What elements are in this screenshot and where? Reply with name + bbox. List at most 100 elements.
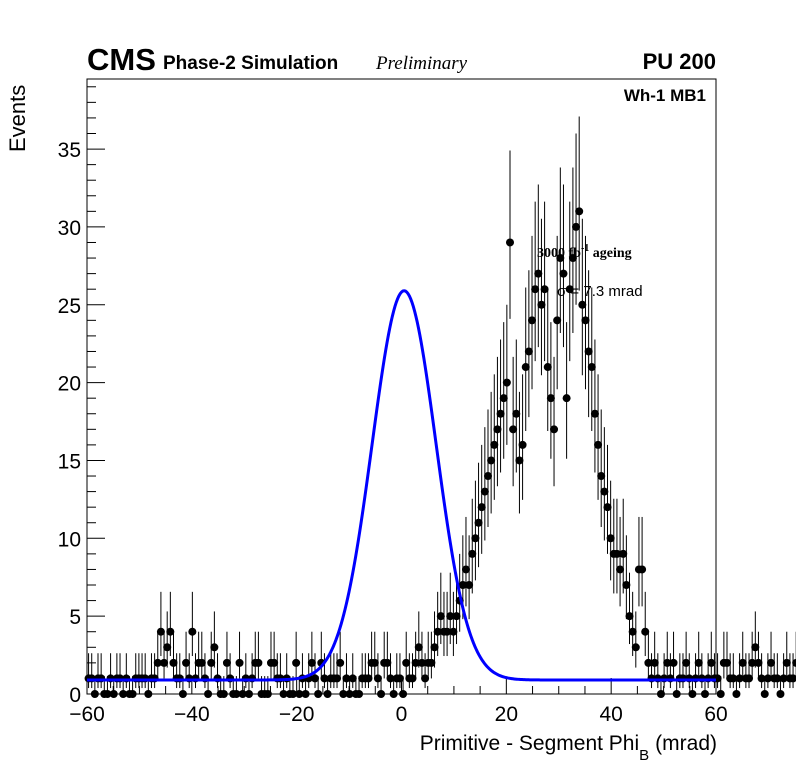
data-point <box>776 690 785 698</box>
data-point <box>471 534 480 543</box>
y-axis-title: Events <box>5 85 30 152</box>
data-point <box>90 690 99 698</box>
data-point <box>524 347 533 356</box>
data-point <box>207 658 216 667</box>
data-point <box>238 690 247 698</box>
data-point <box>716 690 725 698</box>
x-tick-label: 20 <box>495 703 518 726</box>
data-point <box>619 549 628 558</box>
data-point <box>443 627 452 636</box>
data-point <box>169 658 178 667</box>
data-point <box>622 581 631 590</box>
x-tick-label: −40 <box>174 703 210 726</box>
data-point <box>543 363 552 372</box>
region-label: Wh-1 MB1 <box>624 86 706 105</box>
data-point <box>499 394 508 403</box>
data-point <box>729 674 738 683</box>
data-point <box>578 300 587 309</box>
data-point <box>515 456 524 465</box>
data-point <box>641 627 650 636</box>
data-point <box>197 658 206 667</box>
data-point <box>270 658 279 667</box>
data-point <box>550 425 559 434</box>
data-point <box>789 674 796 683</box>
data-point <box>590 409 599 418</box>
data-point <box>311 674 320 683</box>
data-point <box>461 565 470 574</box>
data-point <box>700 690 709 698</box>
data-point <box>295 690 304 698</box>
data-point <box>348 674 357 683</box>
data-point <box>767 658 776 667</box>
ageing-label: 3000 fb-1 ageing <box>537 243 632 261</box>
data-point <box>521 363 530 372</box>
data-point <box>669 658 678 667</box>
data-point <box>468 549 477 558</box>
data-point <box>188 627 197 636</box>
data-point <box>638 565 647 574</box>
data-point <box>373 674 382 683</box>
data-point <box>323 690 332 698</box>
data-point <box>556 254 565 263</box>
data-point <box>584 347 593 356</box>
data-point <box>314 690 323 698</box>
data-point <box>760 690 769 698</box>
data-point <box>452 612 461 621</box>
data-point <box>446 612 455 621</box>
data-point <box>754 658 763 667</box>
data-point <box>333 674 342 683</box>
y-tick-label: 0 <box>69 684 81 707</box>
data-point <box>650 658 659 667</box>
data-point <box>386 674 395 683</box>
data-point <box>483 472 492 481</box>
y-tick-label: 15 <box>58 450 81 473</box>
data-point <box>694 658 703 667</box>
x-tick-label: 40 <box>599 703 622 726</box>
data-point <box>109 690 118 698</box>
data-point <box>345 690 354 698</box>
data-point <box>166 627 175 636</box>
data-point <box>244 690 253 698</box>
data-point <box>342 674 351 683</box>
data-point <box>487 456 496 465</box>
data-point <box>682 658 691 667</box>
data-point <box>210 643 219 652</box>
data-point <box>663 658 672 667</box>
data-point <box>572 222 581 231</box>
data-point <box>597 472 606 481</box>
data-point <box>417 658 426 667</box>
data-point <box>156 627 165 636</box>
data-point <box>402 658 411 667</box>
data-point <box>182 658 191 667</box>
data-point <box>222 658 231 667</box>
data-point <box>480 487 489 496</box>
data-point <box>292 658 301 667</box>
data-point <box>688 690 697 698</box>
data-point <box>763 674 772 683</box>
data-point <box>631 643 640 652</box>
error-bars <box>87 116 796 695</box>
data-point <box>128 690 137 698</box>
data-point <box>389 690 398 698</box>
data-points <box>84 207 796 698</box>
plot-frame <box>86 78 717 695</box>
data-point <box>254 658 263 667</box>
y-tick-label: 5 <box>69 606 81 629</box>
x-tick-label: −20 <box>279 703 315 726</box>
data-point <box>204 690 213 698</box>
data-point <box>433 627 442 636</box>
data-point <box>103 690 112 698</box>
x-axis-title: Primitive - Segment PhiB(mrad) <box>420 732 717 764</box>
data-point <box>219 690 228 698</box>
data-point <box>540 285 549 294</box>
data-point <box>502 378 511 387</box>
data-point <box>320 674 329 683</box>
y-tick-label: 35 <box>58 139 81 162</box>
fit-curve <box>87 289 716 682</box>
data-point <box>364 674 373 683</box>
y-tick-label: 25 <box>58 295 81 318</box>
data-point <box>534 269 543 278</box>
fit-layer <box>87 289 716 682</box>
data-point <box>336 658 345 667</box>
data-point <box>518 440 527 449</box>
